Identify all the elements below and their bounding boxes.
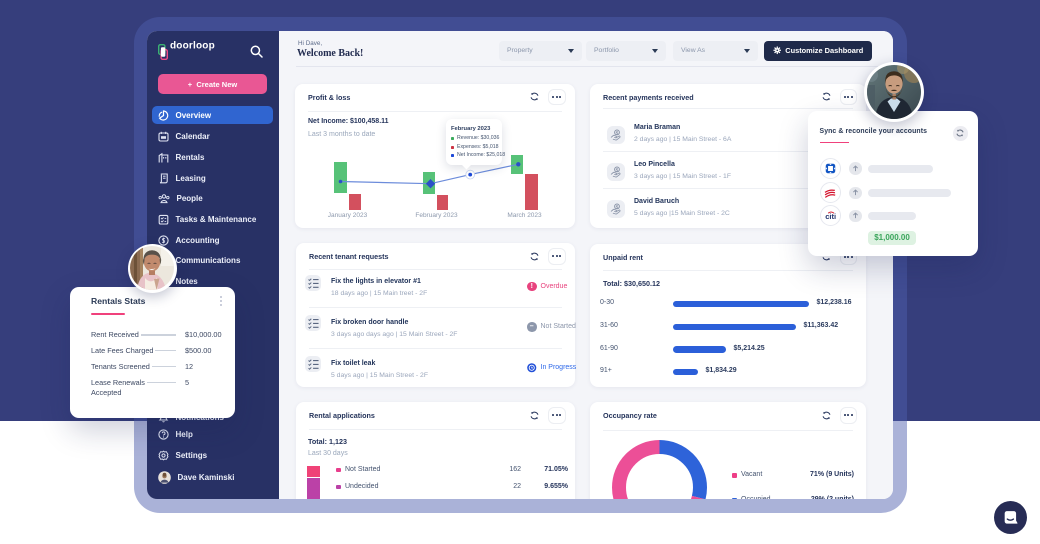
svg-text:citi: citi [825, 212, 836, 221]
